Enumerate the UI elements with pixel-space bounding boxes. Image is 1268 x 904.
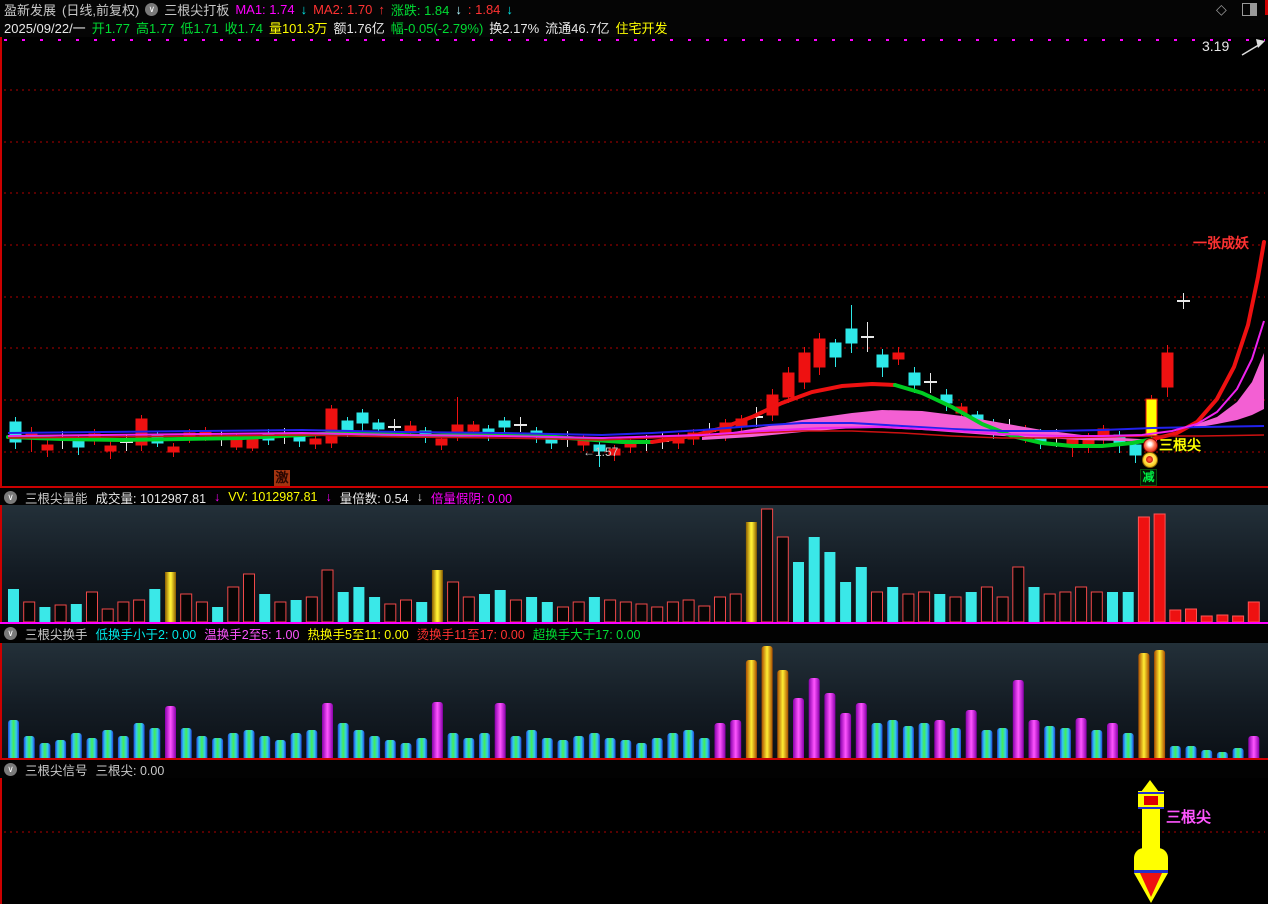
signal-panel-title: 三根尖信号	[25, 763, 88, 778]
volume-label-0: 成交量: 1012987.81	[95, 491, 207, 506]
rocket-base-band	[1134, 870, 1168, 873]
rocket-label: 三根尖	[1166, 809, 1212, 826]
rocket-body	[1142, 809, 1160, 849]
volume-label-2: 量倍数: 0.54	[339, 491, 409, 506]
ma2-arrow-icon: ↑	[378, 1, 385, 17]
ma2-value: MA2: 1.70	[313, 1, 373, 17]
volume-panel-header: 三根尖量能 成交量: 1012987.81 ↓ VV: 1012987.81 ↓…	[0, 488, 1268, 506]
info-open: 开1.77	[91, 21, 130, 36]
info-float: 流通46.7亿	[545, 21, 610, 36]
volume-bars-panel[interactable]	[0, 505, 1268, 623]
titlebar-right-marker	[1265, 0, 1268, 15]
window-layout-icon[interactable]	[1242, 3, 1257, 16]
info-amount: 额1.76亿	[333, 21, 385, 36]
coin-inner	[1146, 456, 1153, 463]
info-date: 2025/09/22/一	[4, 21, 86, 36]
volume-label-3: 倍量假阴: 0.00	[430, 491, 513, 506]
turnover-item-0: 低换手小于2: 0.00	[95, 627, 197, 642]
rocket-nose	[1141, 780, 1159, 792]
title-bar: 盈新发展 (日线,前复权) 三根尖打板 MA1: 1.74 ↓ MA2: 1.7…	[0, 0, 1268, 18]
main-volume-separator	[0, 486, 1268, 488]
info-sector: 住宅开发	[615, 21, 668, 36]
volume-bars-svg	[8, 508, 1260, 623]
volume-label-1: VV: 1012987.81	[228, 490, 318, 504]
stock-name: 盈新发展	[4, 2, 57, 18]
volume-arrow-0: ↓	[214, 490, 221, 504]
signal-chart-panel[interactable]: 三根尖	[0, 778, 1268, 904]
turnover-item-2: 热换手5至11: 0.00	[307, 627, 409, 642]
chart-mode: (日线,前复权)	[62, 2, 140, 18]
turnover-bottom-line	[0, 758, 1268, 760]
demon-annotation: 一张成妖	[1193, 235, 1249, 251]
turnover-item-4: 超换手大于17: 0.00	[532, 627, 641, 642]
window-layout-fill	[1250, 4, 1256, 15]
turnover-bars-panel[interactable]	[0, 643, 1268, 761]
volume-bottom-line	[0, 622, 1268, 624]
info-turnover: 换2.17%	[489, 21, 540, 36]
info-change: 幅-0.05(-2.79%)	[390, 21, 484, 36]
signal-collapse-icon[interactable]	[4, 762, 17, 776]
indicator-collapse-icon[interactable]	[145, 2, 159, 16]
info-close: 收1.74	[224, 21, 263, 36]
sanjianjian-annotation: 三根尖	[1159, 437, 1201, 453]
swirl-badge-icon	[1143, 438, 1158, 453]
main-chart-panel[interactable]: 3.19 一张成妖 三根尖 ←1.57	[0, 37, 1268, 486]
volume-panel-title: 三根尖量能	[25, 491, 88, 506]
rocket-shoulder	[1134, 848, 1168, 871]
volume-arrow-1: ↓	[325, 490, 332, 504]
signal-panel-value: 三根尖: 0.00	[95, 763, 165, 778]
turnover-panel-title: 三根尖换手	[25, 627, 88, 642]
volume-arrow-2: ↓	[416, 490, 423, 504]
rocket-flame-inner	[1140, 873, 1162, 897]
rocket-window	[1144, 796, 1158, 805]
stamp-jian-icon: 减	[1140, 469, 1157, 486]
turnover-bars-svg	[8, 646, 1260, 761]
signal-panel-header: 三根尖信号 三根尖: 0.00	[0, 760, 1268, 778]
diamond-icon[interactable]: ◇	[1216, 1, 1227, 17]
high-price-label: 3.19	[1202, 38, 1230, 54]
extra-value: : 1.84	[467, 1, 501, 17]
change-value: 涨跌: 1.84	[390, 2, 450, 18]
ma1-value: MA1: 1.74	[235, 1, 295, 17]
change-arrow-icon: ↓	[455, 1, 462, 17]
low-price-label: ←1.57	[583, 445, 619, 459]
turnover-item-3: 烫换手11至17: 0.00	[416, 627, 525, 642]
main-chart-svg	[4, 39, 1266, 467]
info-volume: 量101.3万	[268, 21, 328, 36]
extra-arrow-icon: ↓	[506, 1, 513, 17]
info-bar: 2025/09/22/一 开1.77 高1.77 低1.71 收1.74 量10…	[0, 18, 1268, 37]
turnover-panel-header: 三根尖换手 低换手小于2: 0.00 温换手2至5: 1.00 热换手5至11:…	[0, 624, 1268, 642]
volume-collapse-icon[interactable]	[4, 490, 17, 504]
info-low: 低1.71	[180, 21, 219, 36]
rocket-head	[1138, 791, 1164, 809]
ma1-arrow-icon: ↓	[300, 1, 308, 17]
info-high: 高1.77	[136, 21, 175, 36]
rocket-head-band-bottom	[1138, 807, 1164, 809]
stamp-ji-icon: 激	[274, 470, 290, 486]
coin-badge-icon	[1142, 452, 1158, 468]
rocket-head-band-top	[1138, 792, 1164, 794]
indicator-name: 三根尖打板	[164, 2, 230, 18]
turnover-item-1: 温换手2至5: 1.00	[204, 627, 300, 642]
signal-grid-svg	[4, 831, 1265, 833]
turnover-collapse-icon[interactable]	[4, 626, 17, 640]
